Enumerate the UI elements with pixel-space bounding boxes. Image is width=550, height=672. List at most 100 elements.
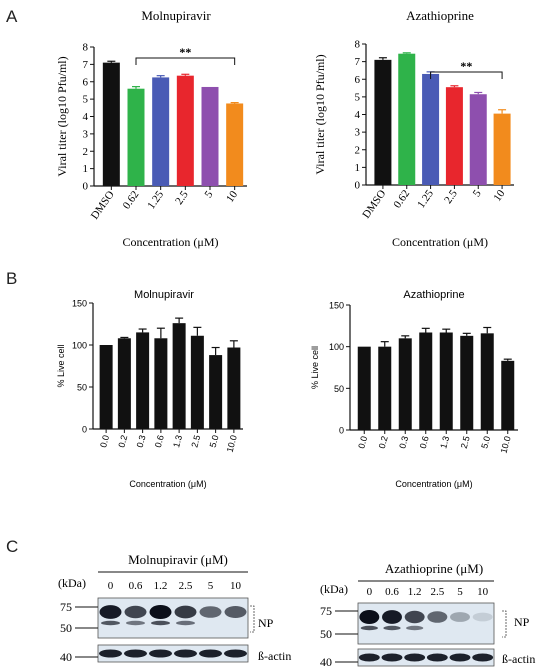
np-bracket xyxy=(502,610,507,638)
kda-marker-label: 50 xyxy=(60,621,72,635)
bar xyxy=(480,333,494,430)
actin-band xyxy=(149,649,172,658)
actin-band xyxy=(99,649,122,658)
x-tick-label: DMSO xyxy=(360,188,388,221)
bar xyxy=(378,346,392,430)
actin-label: ß-actin xyxy=(258,649,291,663)
np-band xyxy=(224,606,247,618)
np-band xyxy=(427,611,448,623)
chart-b-azathioprine: Azathioprine 0 50 100 150 % Live cell 0.0 0.2 0.… xyxy=(310,289,518,489)
y-tick-label: 3 xyxy=(355,127,361,139)
np-band xyxy=(472,612,493,622)
bar xyxy=(117,338,131,429)
actin-band xyxy=(199,649,222,658)
x-tick-label: 1.3 xyxy=(171,434,184,449)
kda-marker-label: 40 xyxy=(320,655,332,669)
x-tick-label: 0.6 xyxy=(418,435,431,450)
x-tick-label: 10.0 xyxy=(498,435,512,455)
actin-band xyxy=(381,653,403,662)
x-tick-label: DMSO xyxy=(89,189,117,222)
y-tick-label: 50 xyxy=(334,384,344,394)
x-tick-label: 2.5 xyxy=(173,188,191,207)
y-tick-label: 4 xyxy=(355,109,361,121)
bar xyxy=(398,53,416,185)
blot-title: Azathioprine (μM) xyxy=(385,561,483,576)
np-band xyxy=(404,610,425,624)
kda-marker-label: 50 xyxy=(320,627,332,641)
y-tick-label: 2 xyxy=(355,144,361,156)
y-axis-label: % Live cell xyxy=(310,346,320,389)
x-tick-label: 5.0 xyxy=(208,434,221,449)
actin-band xyxy=(174,649,197,658)
np-bracket xyxy=(250,605,255,633)
lane-concentration-label: 2.5 xyxy=(179,580,193,592)
y-axis-label: Viral titer (log10 Pfu/ml) xyxy=(313,54,327,174)
chart-a-azathioprine: Azathioprine 0 1 2 3 4 5 6 7 8 Viral titer (log10 … xyxy=(313,8,514,249)
bar xyxy=(127,88,145,186)
bar xyxy=(445,87,463,185)
panel-label-b: B xyxy=(6,269,17,288)
np-band xyxy=(450,612,470,622)
significance-bracket xyxy=(430,71,503,79)
bar xyxy=(374,59,392,185)
actin-label: ß-actin xyxy=(502,652,535,666)
lane-concentration-label: 2.5 xyxy=(430,586,444,598)
x-tick-label: 0.3 xyxy=(135,434,148,449)
kda-label: (kDa) xyxy=(320,582,348,596)
lane-concentration-label: 0.6 xyxy=(129,580,143,592)
bar xyxy=(398,338,412,430)
y-axis-label: Viral titer (log10 Pfu/ml) xyxy=(55,56,69,176)
y-tick-label: 1 xyxy=(355,162,361,174)
x-tick-label: 0.6 xyxy=(153,434,166,449)
np-band-lower xyxy=(101,620,120,626)
chart-title: Molnupiravir xyxy=(141,8,211,23)
bar xyxy=(227,347,241,429)
x-tick-label: 2.5 xyxy=(442,187,460,206)
x-tick-label: 10 xyxy=(224,188,240,204)
x-tick-label: 2.5 xyxy=(459,435,472,450)
y-tick-label: 4 xyxy=(83,111,89,123)
x-tick-label: 0.0 xyxy=(356,435,369,450)
x-tick-label: 0.2 xyxy=(116,434,129,449)
kda-marker-label: 40 xyxy=(60,650,72,664)
x-tick-label: 0.0 xyxy=(98,434,111,449)
y-tick-label: 5 xyxy=(355,91,361,103)
chart-title: Azathioprine xyxy=(403,289,464,301)
lane-concentration-label: 5 xyxy=(457,586,463,598)
actin-band xyxy=(426,653,448,662)
y-tick-label: 5 xyxy=(83,94,89,106)
np-band-lower xyxy=(151,620,170,626)
y-tick-label: 7 xyxy=(355,56,361,68)
y-tick-label: 150 xyxy=(329,301,344,311)
actin-blot-membrane xyxy=(97,644,249,663)
bar xyxy=(460,335,474,430)
lane-concentration-label: 1.2 xyxy=(154,580,168,592)
significance-bracket xyxy=(135,57,236,65)
x-tick-label: 0.2 xyxy=(377,435,390,450)
x-tick-label: 5 xyxy=(471,187,484,199)
actin-band xyxy=(404,653,426,662)
np-band-lower xyxy=(126,620,145,626)
chart-title: Molnupiravir xyxy=(134,289,194,301)
x-tick-label: 2.5 xyxy=(189,434,202,449)
panel-label-a: A xyxy=(6,7,18,26)
bar xyxy=(226,103,244,186)
np-label: NP xyxy=(514,615,530,629)
np-band-lower xyxy=(383,625,401,631)
y-tick-label: 0 xyxy=(339,426,344,436)
bar xyxy=(99,345,113,429)
y-tick-label: 0 xyxy=(355,180,361,192)
x-tick-label: 0.62 xyxy=(391,188,412,211)
np-band xyxy=(124,605,147,619)
y-tick-label: 100 xyxy=(329,342,344,352)
lane-concentration-label: 0.6 xyxy=(385,586,399,598)
chart-title: Azathioprine xyxy=(406,8,474,23)
y-tick-label: 0 xyxy=(83,181,89,193)
kda-marker-label: 75 xyxy=(320,604,332,618)
bar xyxy=(501,360,515,430)
y-tick-label: 150 xyxy=(72,299,87,309)
bar xyxy=(357,346,371,430)
panel-label-c: C xyxy=(6,537,18,556)
x-tick-label: 5 xyxy=(202,188,215,200)
